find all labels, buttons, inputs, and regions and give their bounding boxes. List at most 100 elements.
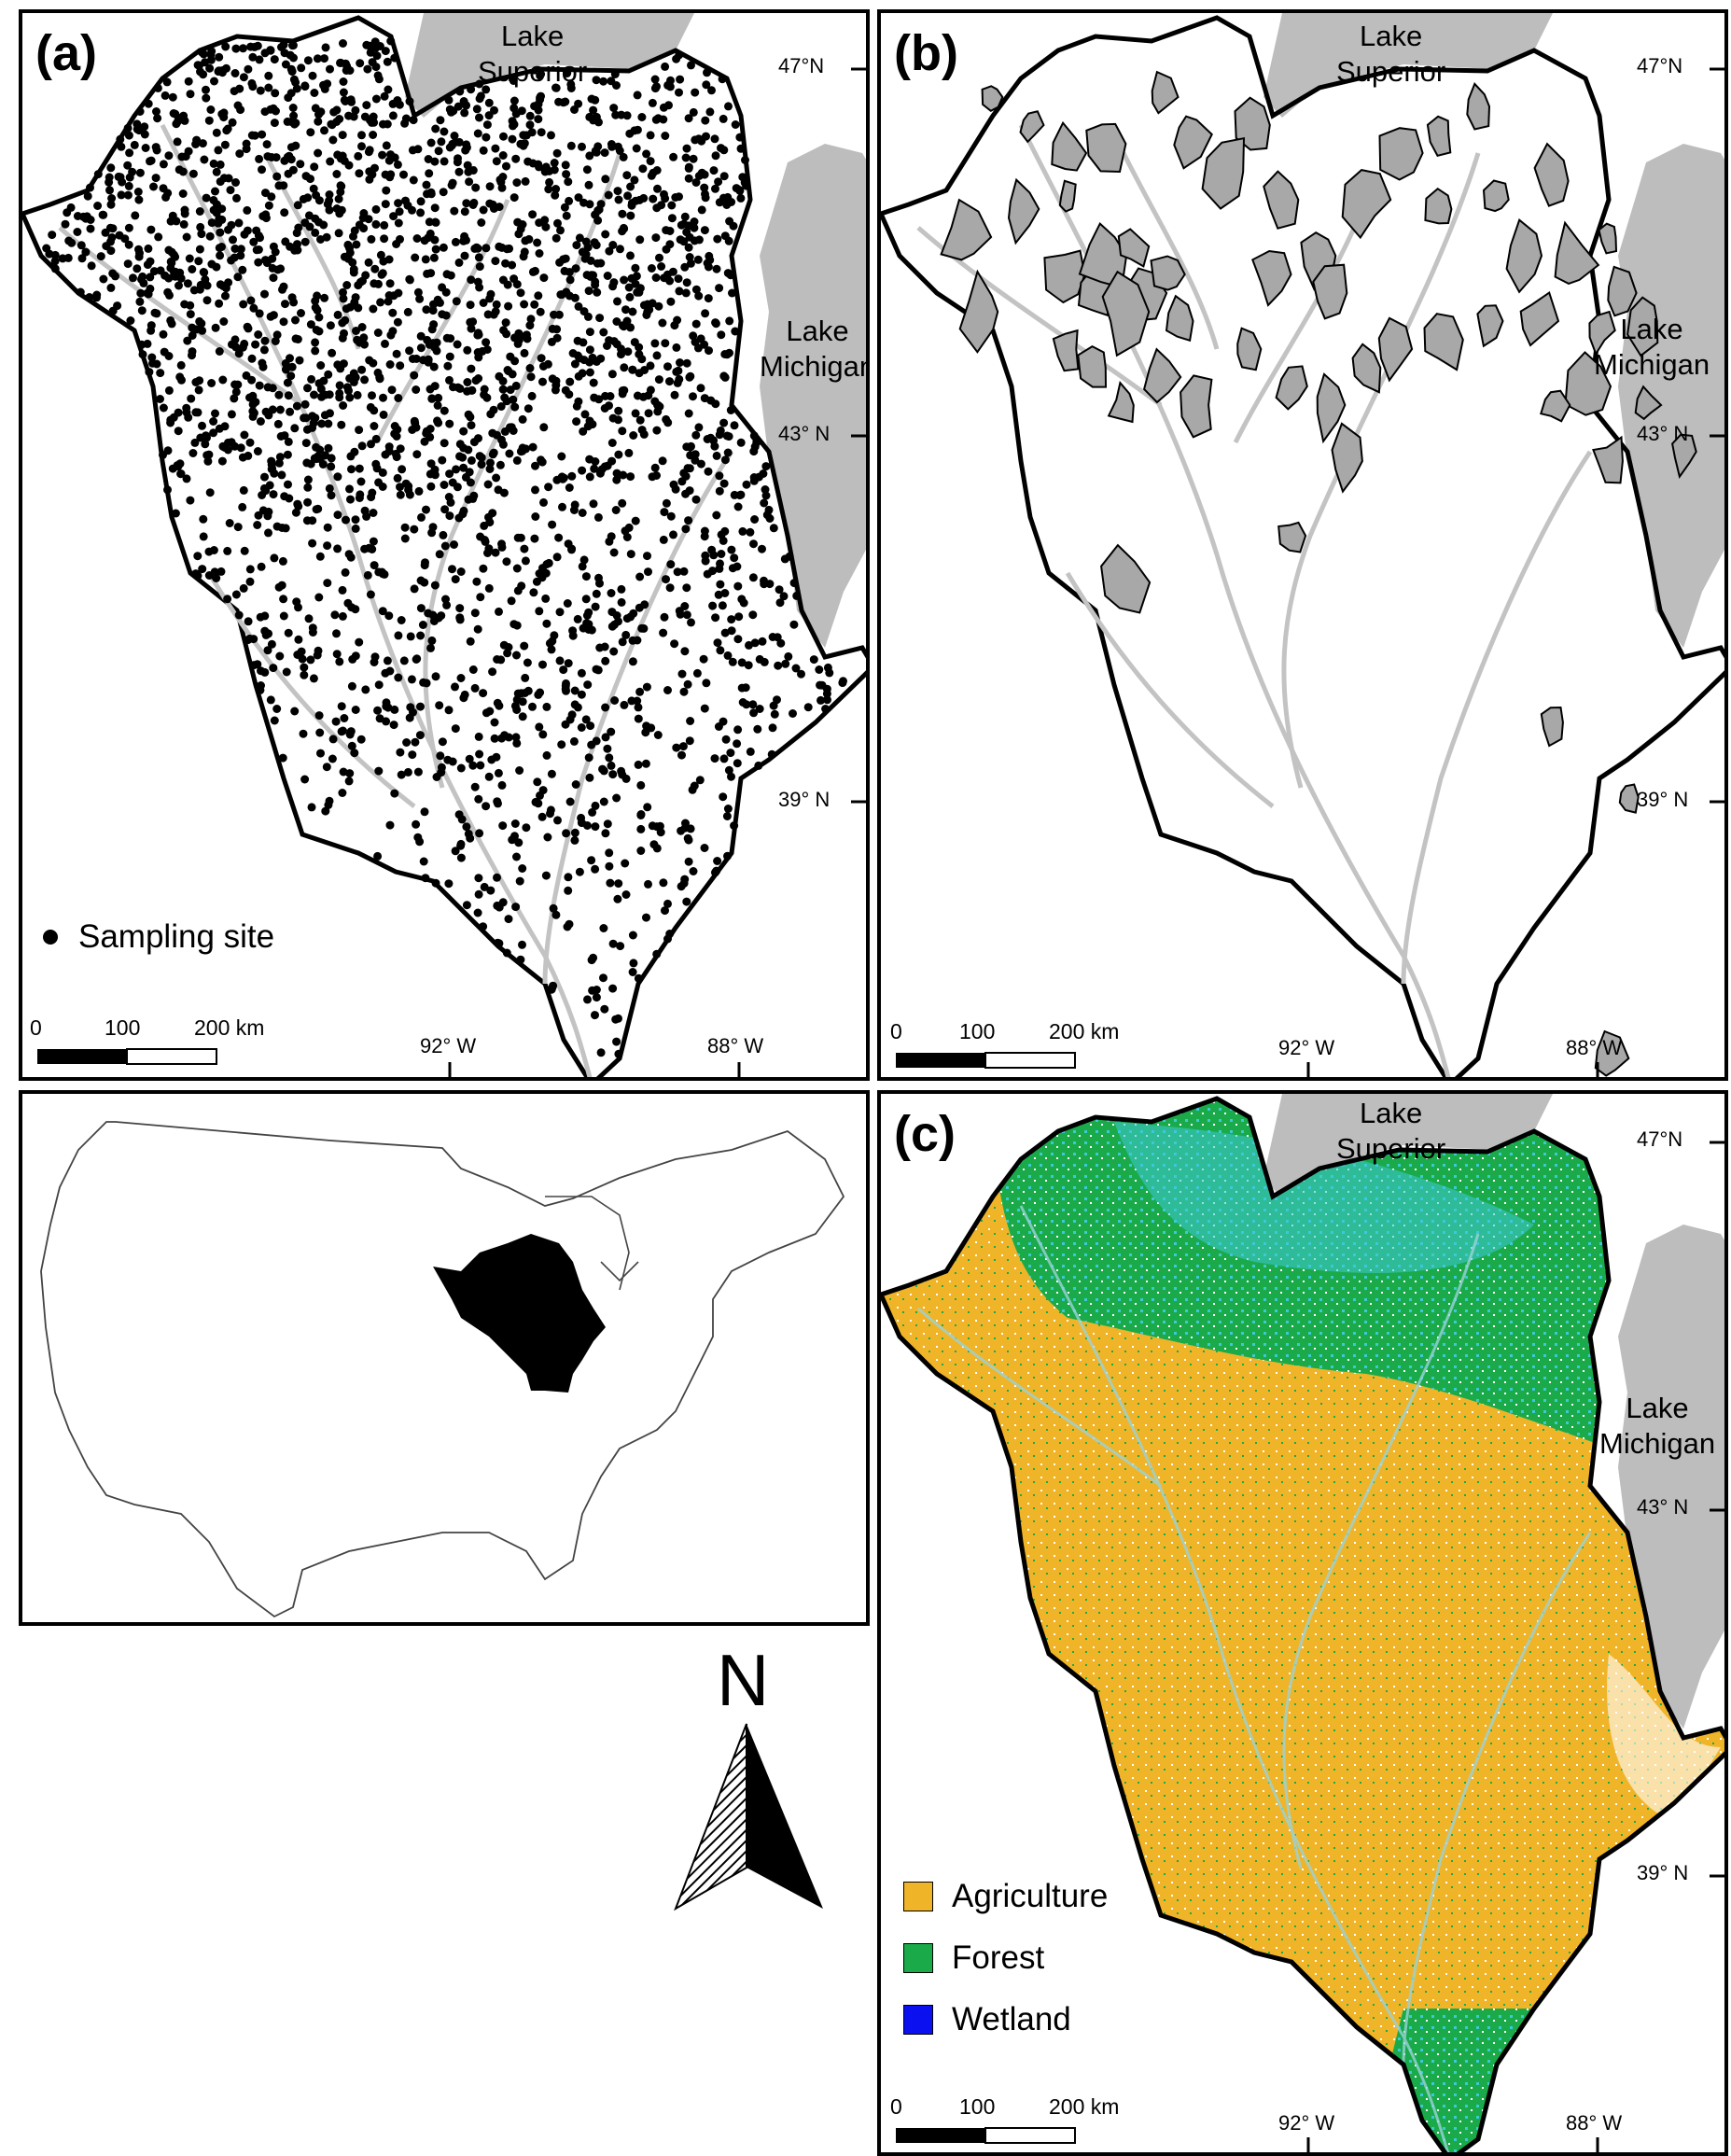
sampling-site-point xyxy=(440,505,450,514)
sampling-site-point xyxy=(388,327,398,336)
sampling-site-point xyxy=(586,256,595,265)
sampling-site-point xyxy=(655,253,663,262)
sampling-site-point xyxy=(248,412,258,421)
lon-92-label: 92° W xyxy=(1278,2111,1335,2135)
sampling-site-point xyxy=(85,293,94,301)
sampling-site-point xyxy=(485,182,495,191)
sampling-site-point xyxy=(565,715,575,724)
sampling-site-point xyxy=(495,701,504,710)
sampling-site-point xyxy=(680,647,690,656)
sampling-site-point xyxy=(367,440,375,449)
sampling-site-point xyxy=(258,358,267,368)
sampling-site-point xyxy=(429,362,439,371)
sampling-site-point xyxy=(622,533,632,541)
sampling-site-point xyxy=(448,478,457,487)
sampling-site-point xyxy=(527,128,537,137)
sampling-site-point xyxy=(607,439,617,447)
sampling-site-point xyxy=(516,533,525,542)
sampling-site-point xyxy=(547,131,555,140)
sampling-site-point xyxy=(264,71,273,80)
sampling-site-point xyxy=(473,277,482,287)
sampling-site-point xyxy=(637,623,647,633)
sampling-site-point xyxy=(578,562,587,571)
sampling-site-point xyxy=(308,516,317,525)
sampling-site-point xyxy=(445,511,454,521)
sampling-site-point xyxy=(455,615,465,624)
study-watershed xyxy=(1263,170,1300,230)
sampling-site-point xyxy=(474,794,483,804)
sampling-site-point xyxy=(679,687,689,696)
sampling-site-point xyxy=(555,258,565,267)
sampling-site-point xyxy=(291,77,300,87)
sampling-site-point xyxy=(497,734,507,743)
sampling-site-point xyxy=(149,182,158,191)
sampling-site-point xyxy=(420,437,429,446)
sampling-site-point xyxy=(720,628,730,637)
sampling-site-point xyxy=(572,401,581,411)
sampling-site-point xyxy=(269,311,278,320)
sampling-site-point xyxy=(599,77,608,86)
sampling-site-point xyxy=(542,560,551,568)
sampling-site-point xyxy=(231,387,241,397)
sampling-site-point xyxy=(505,423,514,432)
sampling-site-point xyxy=(478,346,487,356)
sampling-site-point xyxy=(413,287,423,297)
sampling-site-point xyxy=(335,381,344,390)
sampling-site-point xyxy=(464,829,473,838)
study-watershed xyxy=(1671,433,1697,480)
sampling-site-point xyxy=(215,52,224,62)
sampling-site-point xyxy=(728,288,736,298)
sampling-site-point xyxy=(231,343,241,352)
sampling-site-point xyxy=(533,238,542,247)
sampling-site-point xyxy=(739,598,748,608)
sampling-site-point xyxy=(585,773,594,782)
lat-ticks xyxy=(1710,1141,1724,1878)
sampling-site-point xyxy=(365,146,374,155)
sampling-site-point xyxy=(691,135,700,145)
sampling-site-point xyxy=(529,588,538,597)
sampling-site-point xyxy=(715,198,724,207)
sampling-site-point xyxy=(613,894,622,903)
sampling-site-point xyxy=(486,886,496,895)
sampling-site-point xyxy=(565,268,574,276)
sampling-site-point xyxy=(582,165,592,175)
sampling-site-point xyxy=(339,77,348,86)
sampling-site-point xyxy=(737,658,747,667)
sampling-site-point xyxy=(823,695,831,705)
sampling-site-point xyxy=(244,617,253,626)
sampling-site-point xyxy=(191,569,201,579)
sampling-site-point xyxy=(450,206,459,216)
sampling-site-point xyxy=(492,473,501,483)
study-watershed xyxy=(1592,435,1624,484)
sampling-site-point xyxy=(272,705,282,713)
sampling-site-point xyxy=(711,868,719,877)
sampling-site-point xyxy=(349,268,358,277)
sampling-site-point xyxy=(508,370,517,379)
sampling-site-point xyxy=(593,665,603,675)
sampling-site-point xyxy=(683,679,692,689)
sampling-site-point xyxy=(608,770,618,779)
sampling-site-point xyxy=(569,736,579,746)
sampling-site-point xyxy=(314,327,324,336)
sampling-site-point xyxy=(509,121,517,131)
sampling-site-point xyxy=(666,297,676,306)
sampling-site-point xyxy=(61,219,70,229)
sampling-site-point xyxy=(736,144,746,153)
study-watershed xyxy=(1476,304,1504,348)
sampling-site-point xyxy=(792,591,802,600)
sampling-site-point xyxy=(466,301,475,310)
sampling-site-point xyxy=(144,244,153,253)
sampling-site-point xyxy=(382,717,391,726)
sampling-site-point xyxy=(322,763,331,772)
sampling-site-point xyxy=(784,651,793,661)
sampling-site-point xyxy=(520,544,529,553)
sampling-site-point xyxy=(185,254,194,263)
sampling-site-point xyxy=(648,472,657,482)
sampling-site-point xyxy=(308,71,317,80)
sampling-site-point xyxy=(260,611,270,621)
sampling-site-point xyxy=(434,613,443,623)
sampling-site-point xyxy=(212,167,221,176)
sampling-site-point xyxy=(163,485,172,495)
sampling-site-point xyxy=(305,222,314,231)
sampling-site-point xyxy=(138,350,147,359)
